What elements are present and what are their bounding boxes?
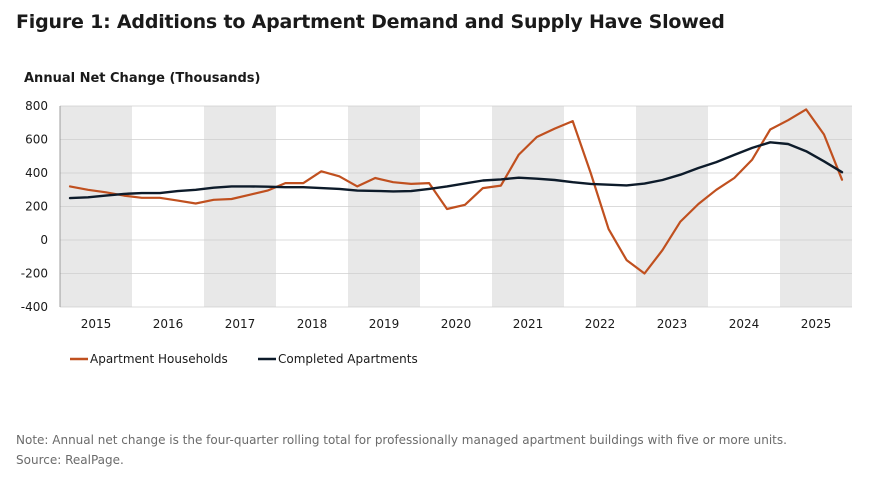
- y-tick-label: 0: [40, 233, 48, 247]
- x-tick-label: 2018: [297, 317, 328, 331]
- x-tick-label: 2021: [513, 317, 544, 331]
- x-tick-label: 2019: [369, 317, 400, 331]
- x-tick-label: 2015: [81, 317, 112, 331]
- x-tick-label: 2020: [441, 317, 472, 331]
- x-tick-label: 2023: [657, 317, 688, 331]
- y-tick-label: -200: [21, 267, 48, 281]
- x-tick-label: 2024: [729, 317, 760, 331]
- source-text: Source: RealPage.: [16, 453, 124, 467]
- y-tick-label: 400: [25, 166, 48, 180]
- y-tick-label: 600: [25, 133, 48, 147]
- line-chart: -400 -200 0 200 400 600 800 2015 2016 2017 2018 201…: [21, 99, 852, 366]
- chart-title: Figure 1: Additions to Apartment Demand …: [16, 11, 725, 33]
- legend-label: Apartment Households: [90, 352, 228, 366]
- legend-label: Completed Apartments: [278, 352, 418, 366]
- x-tick-label: 2017: [225, 317, 256, 331]
- series-line-apartment-households: [68, 108, 844, 275]
- x-tick-label: 2016: [153, 317, 184, 331]
- x-tick-label: 2025: [801, 317, 832, 331]
- note-text: Note: Annual net change is the four-quar…: [16, 433, 787, 447]
- y-tick-label: 800: [25, 99, 48, 113]
- series-line-completed-apartments: [68, 141, 844, 200]
- y-tick-label: -400: [21, 300, 48, 314]
- x-tick-label: 2022: [585, 317, 616, 331]
- y-tick-label: 200: [25, 200, 48, 214]
- chart-note: Note: Annual net change is the four-quar…: [16, 430, 787, 470]
- y-axis-label: Annual Net Change (Thousands): [24, 71, 261, 86]
